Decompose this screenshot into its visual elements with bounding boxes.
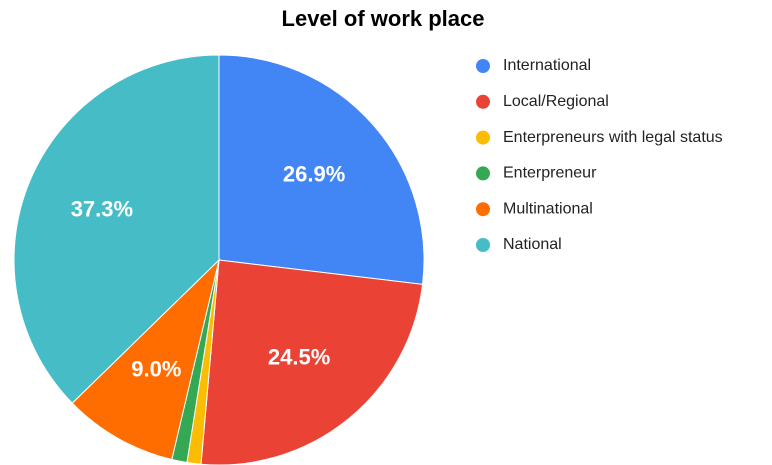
chart-title: Level of work place [282,6,485,31]
slice-label: 26.9% [283,161,345,186]
pie-slice [200,259,424,465]
slice-label: 37.3% [71,196,133,221]
legend-swatch [476,130,490,145]
pie-slice [218,54,425,285]
legend-label: Local/Regional [503,93,609,110]
pie-slice [71,258,220,461]
legend-swatch [476,94,490,109]
legend-label: National [503,236,562,253]
legend-swatch [476,166,490,181]
slice-label: 24.5% [268,345,330,370]
slice-label: 9.0% [131,356,181,381]
legend-swatch [476,59,490,73]
legend-label: Enterpreneurs with legal status [503,129,723,146]
legend-label: International [503,57,591,74]
pie-slice [13,54,220,404]
legend-label: Multinational [503,200,593,217]
legend-swatch [476,202,490,217]
legend-swatch [476,238,490,252]
legend-label: Enterpreneur [503,165,597,182]
